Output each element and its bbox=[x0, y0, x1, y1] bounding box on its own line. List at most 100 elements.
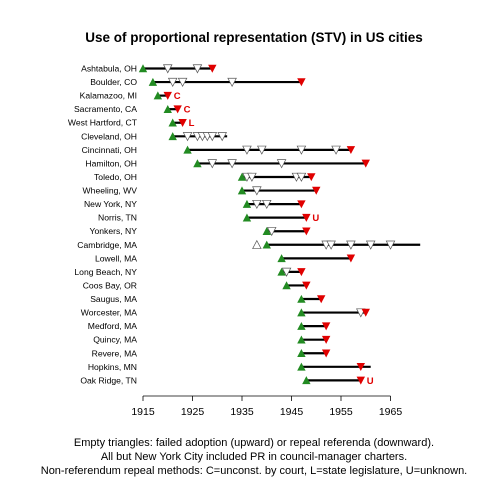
repeal-marker bbox=[178, 118, 187, 127]
city-row-ashtabula-oh: Ashtabula, OH bbox=[81, 64, 217, 74]
adoption-marker bbox=[262, 227, 271, 235]
city-row-west-hartford-ct: West Hartford, CT L bbox=[68, 118, 195, 129]
city-row-cincinnati-oh: Cincinnati, OH bbox=[82, 145, 356, 155]
repeal-marker bbox=[346, 146, 356, 155]
caption-line-1: Empty triangles: failed adoption (upward… bbox=[74, 437, 434, 449]
failed-repeal-marker bbox=[207, 159, 218, 169]
adoption-marker bbox=[242, 199, 252, 208]
repeal-method-label: C bbox=[174, 91, 181, 102]
adoption-marker bbox=[168, 132, 177, 141]
failed-repeal-marker bbox=[296, 172, 307, 182]
city-row-kalamazoo-mi: Kalamazoo, MI C bbox=[80, 91, 181, 103]
failed-repeal-marker bbox=[247, 172, 257, 182]
repeal-method-label: U bbox=[367, 376, 374, 387]
city-label: Norris, TN bbox=[98, 213, 137, 223]
repeal-marker bbox=[297, 200, 306, 209]
failed-repeal-marker bbox=[182, 132, 193, 142]
x-tick-label: 1915 bbox=[131, 406, 155, 418]
city-label: Cincinnati, OH bbox=[82, 145, 137, 155]
adoption-marker bbox=[242, 213, 252, 222]
failed-repeal-marker bbox=[252, 186, 262, 196]
adoption-marker bbox=[302, 376, 311, 385]
repeal-marker bbox=[317, 295, 326, 304]
repeal-marker bbox=[361, 159, 370, 168]
repeal-marker bbox=[321, 322, 331, 331]
city-row-medford-ma: Medford, MA bbox=[88, 321, 331, 331]
repeal-marker bbox=[302, 227, 311, 236]
failed-adoption-marker bbox=[252, 239, 262, 249]
failed-repeal-marker bbox=[331, 145, 341, 155]
city-rows: Ashtabula, OH Boulder, CO Kalamazoo, MI C Sa… bbox=[68, 64, 421, 387]
repeal-method-label: U bbox=[312, 213, 319, 224]
city-row-oak-ridge-tn: Oak Ridge, TN U bbox=[80, 375, 373, 387]
chart-caption: Empty triangles: failed adoption (upward… bbox=[41, 437, 468, 477]
repeal-method-label: L bbox=[189, 118, 195, 129]
city-row-norris-tn: Norris, TN U bbox=[98, 213, 319, 225]
city-label: Wheeling, WV bbox=[83, 186, 138, 196]
city-row-coos-bay-or: Coos Bay, OR bbox=[83, 280, 311, 290]
city-label: Oak Ridge, TN bbox=[80, 375, 137, 385]
failed-repeal-marker bbox=[252, 199, 262, 210]
caption-line-2: All but New York City included PR in cou… bbox=[101, 451, 407, 463]
x-tick-label: 1955 bbox=[329, 406, 353, 418]
failed-repeal-marker bbox=[326, 240, 336, 250]
city-row-toledo-oh: Toledo, OH bbox=[94, 172, 316, 182]
adoption-marker bbox=[297, 349, 306, 358]
city-label: Hamilton, OH bbox=[85, 158, 137, 168]
city-label: Worcester, MA bbox=[81, 308, 137, 318]
adoption-marker bbox=[297, 362, 306, 371]
adoption-marker bbox=[138, 64, 148, 73]
city-row-new-york-ny: New York, NY bbox=[84, 199, 306, 209]
x-tick-label: 1935 bbox=[230, 406, 254, 418]
failed-repeal-marker bbox=[242, 145, 252, 155]
repeal-marker bbox=[321, 349, 331, 358]
adoption-marker bbox=[297, 294, 306, 303]
adoption-marker bbox=[297, 321, 306, 330]
failed-repeal-marker bbox=[385, 240, 396, 250]
repeal-marker bbox=[346, 254, 356, 263]
adoption-marker bbox=[183, 145, 192, 154]
caption-line-3: Non-referendum repeal methods: C=unconst… bbox=[41, 465, 468, 477]
repeal-marker bbox=[356, 376, 365, 385]
adoption-marker bbox=[193, 159, 202, 168]
failed-repeal-marker bbox=[296, 145, 307, 155]
repeal-marker bbox=[321, 335, 331, 344]
city-label: Medford, MA bbox=[88, 321, 137, 331]
failed-repeal-marker bbox=[217, 132, 227, 142]
failed-repeal-marker bbox=[162, 64, 173, 74]
repeal-marker bbox=[307, 173, 316, 182]
city-row-cleveland-oh: Cleveland, OH bbox=[81, 131, 228, 142]
repeal-marker bbox=[302, 281, 311, 290]
city-row-revere-ma: Revere, MA bbox=[92, 348, 331, 358]
chart-title: Use of proportional representation (STV)… bbox=[85, 30, 423, 45]
city-row-wheeling-wv: Wheeling, WV bbox=[83, 186, 321, 196]
repeal-marker bbox=[312, 186, 321, 195]
city-label: Boulder, CO bbox=[90, 77, 137, 87]
failed-repeal-marker bbox=[192, 64, 203, 74]
adoption-marker bbox=[163, 104, 172, 113]
city-label: Yonkers, NY bbox=[90, 226, 138, 236]
failed-repeal-marker bbox=[346, 240, 356, 250]
city-row-cambridge-ma: Cambridge, MA bbox=[77, 239, 421, 250]
city-row-lowell-ma: Lowell, MA bbox=[95, 253, 356, 263]
failed-repeal-marker bbox=[261, 199, 272, 210]
failed-repeal-marker bbox=[227, 159, 237, 169]
city-label: New York, NY bbox=[84, 199, 137, 209]
city-row-yonkers-ny: Yonkers, NY bbox=[90, 226, 311, 236]
city-label: Revere, MA bbox=[92, 348, 138, 358]
repeal-method-label: C bbox=[184, 105, 191, 116]
repeal-marker bbox=[297, 268, 306, 277]
repeal-marker bbox=[361, 308, 370, 317]
city-label: Saugus, MA bbox=[90, 294, 137, 304]
failed-repeal-marker bbox=[177, 77, 188, 88]
adoption-marker bbox=[148, 77, 158, 86]
city-label: Ashtabula, OH bbox=[81, 64, 137, 74]
adoption-marker bbox=[282, 281, 291, 290]
adoption-marker bbox=[168, 118, 177, 127]
adoption-marker bbox=[297, 308, 306, 317]
adoption-marker bbox=[262, 240, 271, 249]
city-label: Kalamazoo, MI bbox=[80, 91, 137, 101]
failed-repeal-marker bbox=[266, 227, 277, 237]
